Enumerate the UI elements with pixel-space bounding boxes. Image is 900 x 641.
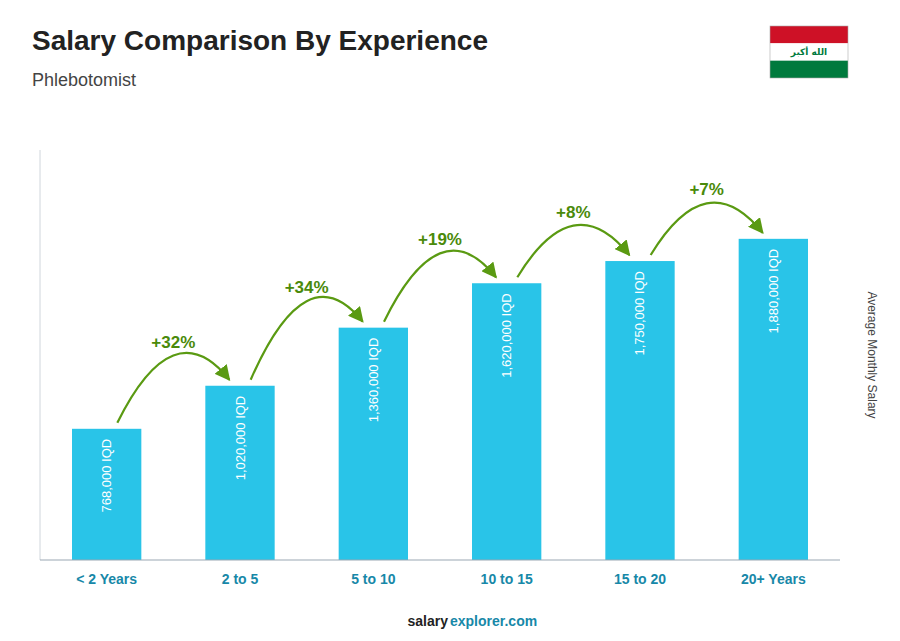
growth-arrow [384,251,496,322]
flag: الله أكبر [770,26,848,78]
flag-border [770,26,848,78]
growth-arrow [117,353,229,423]
bar [739,239,808,560]
x-tick-label: 15 to 20 [614,571,666,587]
growth-arrow [517,225,629,277]
bar [72,429,141,560]
flag-stripe [770,26,848,43]
annotation: +34% [285,278,329,297]
title: Salary Comparison By Experience [32,25,488,56]
x-tick-label: 5 to 10 [351,571,396,587]
x-tick-label: 2 to 5 [222,571,259,587]
bar [472,283,541,560]
data-label: 1,020,000 IQD [233,396,248,481]
chart: Salary Comparison By Experience Phlebotom… [0,0,900,641]
subtitle: Phlebotomist [32,70,136,90]
growth-arrow [251,297,363,380]
x-tick-label: 10 to 15 [481,571,533,587]
annotation: +7% [689,180,724,199]
bar [339,328,408,560]
flag-text: الله أكبر [790,46,827,58]
annotation: +8% [556,203,591,222]
footer: explorer.com [450,613,537,629]
growth-arrow [651,203,763,255]
bars [72,239,808,560]
annotation: +19% [418,230,462,249]
flag-stripe [770,61,848,78]
data-label: 1,360,000 IQD [366,338,381,423]
x-tick-label: < 2 Years [76,571,137,587]
data-label: 768,000 IQD [99,439,114,513]
data-label: 1,750,000 IQD [633,271,648,356]
flag-stripe [770,43,848,60]
x-axis-line [40,560,840,561]
annotation: +32% [151,333,195,352]
y-axis-line [40,150,41,560]
footer: salary [408,613,449,629]
data-label: 1,880,000 IQD [766,249,781,334]
bar [605,261,674,560]
bar [205,386,274,560]
x-tick-label: 20+ Years [741,571,806,587]
y-axis-label: Average Monthly Salary [865,291,879,418]
data-label: 1,620,000 IQD [499,293,514,378]
